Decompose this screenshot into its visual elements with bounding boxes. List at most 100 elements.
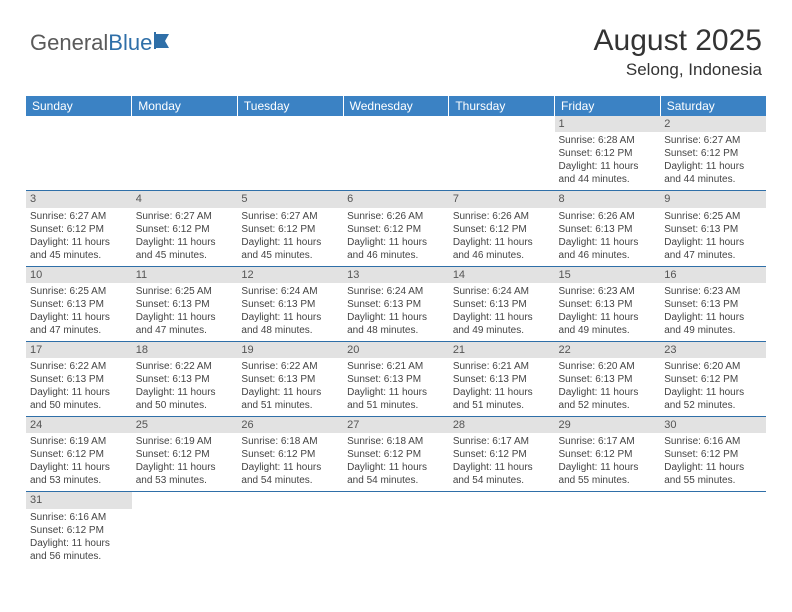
day-number: 1 [555,116,661,132]
calendar-day: 26Sunrise: 6:18 AMSunset: 6:12 PMDayligh… [237,417,343,492]
day-number: 19 [237,342,343,358]
day-number: 14 [449,267,555,283]
day-info: Sunrise: 6:17 AMSunset: 6:12 PMDaylight:… [453,435,551,487]
day-number: 30 [660,417,766,433]
calendar-day: 11 Sunrise: 6:25 AMSunset: 6:13 PMDayligh… [132,266,238,341]
day-info: Sunrise: 6:26 AMSunset: 6:13 PMDaylight:… [559,210,657,262]
calendar-day: 13 Sunrise: 6:24 AMSunset: 6:13 PMDayligh… [343,266,449,341]
day-number: 21 [449,342,555,358]
day-info: Sunrise: 6:22 AMSunset: 6:13 PMDaylight:… [30,360,128,412]
calendar-week: 24Sunrise: 6:19 AMSunset: 6:12 PMDayligh… [26,417,766,492]
day-number: 17 [26,342,132,358]
calendar-empty [449,492,555,567]
day-info: Sunrise: 6:27 AMSunset: 6:12 PMDaylight:… [241,210,339,262]
day-info: Sunrise: 6:22 AMSunset: 6:13 PMDaylight:… [241,360,339,412]
day-info: Sunrise: 6:27 AMSunset: 6:12 PMDaylight:… [136,210,234,262]
weekday-header: Monday [132,96,238,116]
calendar-day: 28 Sunrise: 6:17 AMSunset: 6:12 PMDayligh… [449,417,555,492]
day-number: 18 [132,342,238,358]
day-number: 23 [660,342,766,358]
day-number: 22 [555,342,661,358]
calendar-day: 3 Sunrise: 6:27 AMSunset: 6:12 PMDaylight… [26,191,132,266]
calendar-day: 1 Sunrise: 6:28 AMSunset: 6:12 PMDaylight… [555,116,661,191]
calendar-empty [660,492,766,567]
day-info: Sunrise: 6:26 AMSunset: 6:12 PMDaylight:… [453,210,551,262]
day-info: Sunrise: 6:16 AMSunset: 6:12 PMDaylight:… [30,511,128,563]
day-info: Sunrise: 6:24 AMSunset: 6:13 PMDaylight:… [241,285,339,337]
day-info: Sunrise: 6:21 AMSunset: 6:13 PMDaylight:… [347,360,445,412]
calendar-day: 16Sunrise: 6:23 AMSunset: 6:13 PMDayligh… [660,266,766,341]
calendar-day: 20Sunrise: 6:21 AMSunset: 6:13 PMDayligh… [343,341,449,416]
day-info: Sunrise: 6:23 AMSunset: 6:13 PMDaylight:… [664,285,762,337]
day-info: Sunrise: 6:23 AMSunset: 6:13 PMDaylight:… [559,285,657,337]
day-number: 29 [555,417,661,433]
weekday-header: Saturday [660,96,766,116]
day-info: Sunrise: 6:18 AMSunset: 6:12 PMDaylight:… [347,435,445,487]
day-number: 31 [26,492,132,508]
calendar-empty [237,492,343,567]
day-number: 28 [449,417,555,433]
calendar-day: 14Sunrise: 6:24 AMSunset: 6:13 PMDayligh… [449,266,555,341]
day-number: 9 [660,191,766,207]
month-title: August 2025 [594,24,762,58]
day-number: 15 [555,267,661,283]
calendar-day: 2Sunrise: 6:27 AMSunset: 6:12 PMDaylight… [660,116,766,191]
calendar-day: 9 Sunrise: 6:25 AMSunset: 6:13 PMDaylight… [660,191,766,266]
calendar-week: 31 Sunrise: 6:16 AMSunset: 6:12 PMDayligh… [26,492,766,567]
weekday-header: Sunday [26,96,132,116]
day-info: Sunrise: 6:26 AMSunset: 6:12 PMDaylight:… [347,210,445,262]
day-info: Sunrise: 6:20 AMSunset: 6:12 PMDaylight:… [664,360,762,412]
day-number: 6 [343,191,449,207]
day-number: 7 [449,191,555,207]
calendar-empty [237,116,343,191]
day-info: Sunrise: 6:19 AMSunset: 6:12 PMDaylight:… [136,435,234,487]
day-number: 2 [660,116,766,132]
day-number: 13 [343,267,449,283]
calendar-empty [132,116,238,191]
day-number: 3 [26,191,132,207]
calendar-day: 29 Sunrise: 6:17 AMSunset: 6:12 PMDayligh… [555,417,661,492]
day-info: Sunrise: 6:19 AMSunset: 6:12 PMDaylight:… [30,435,128,487]
day-info: Sunrise: 6:28 AMSunset: 6:12 PMDaylight:… [559,134,657,186]
day-info: Sunrise: 6:16 AMSunset: 6:12 PMDaylight:… [664,435,762,487]
day-info: Sunrise: 6:22 AMSunset: 6:13 PMDaylight:… [136,360,234,412]
calendar-day: 30 Sunrise: 6:16 AMSunset: 6:12 PMDayligh… [660,417,766,492]
calendar-empty [132,492,238,567]
calendar-day: 27Sunrise: 6:18 AMSunset: 6:12 PMDayligh… [343,417,449,492]
calendar-day: 24 Sunrise: 6:19 AMSunset: 6:12 PMDayligh… [26,417,132,492]
day-info: Sunrise: 6:27 AMSunset: 6:12 PMDaylight:… [30,210,128,262]
calendar-day: 12Sunrise: 6:24 AMSunset: 6:13 PMDayligh… [237,266,343,341]
day-number: 25 [132,417,238,433]
calendar-day: 22 Sunrise: 6:20 AMSunset: 6:13 PMDayligh… [555,341,661,416]
calendar-empty [26,116,132,191]
day-info: Sunrise: 6:25 AMSunset: 6:13 PMDaylight:… [30,285,128,337]
location: Selong, Indonesia [594,60,762,80]
calendar-empty [343,116,449,191]
day-number: 5 [237,191,343,207]
day-info: Sunrise: 6:17 AMSunset: 6:12 PMDaylight:… [559,435,657,487]
day-info: Sunrise: 6:24 AMSunset: 6:13 PMDaylight:… [347,285,445,337]
weekday-header: Tuesday [237,96,343,116]
day-info: Sunrise: 6:20 AMSunset: 6:13 PMDaylight:… [559,360,657,412]
day-info: Sunrise: 6:25 AMSunset: 6:13 PMDaylight:… [136,285,234,337]
calendar-week: 17Sunrise: 6:22 AMSunset: 6:13 PMDayligh… [26,341,766,416]
calendar-empty [449,116,555,191]
calendar-day: 5 Sunrise: 6:27 AMSunset: 6:12 PMDaylight… [237,191,343,266]
weekday-header: Thursday [449,96,555,116]
calendar-day: 23 Sunrise: 6:20 AMSunset: 6:12 PMDayligh… [660,341,766,416]
calendar-week: 1 Sunrise: 6:28 AMSunset: 6:12 PMDaylight… [26,116,766,191]
calendar-day: 31 Sunrise: 6:16 AMSunset: 6:12 PMDayligh… [26,492,132,567]
title-block: August 2025 Selong, Indonesia [594,24,762,80]
day-number: 11 [132,267,238,283]
calendar-day: 6 Sunrise: 6:26 AMSunset: 6:12 PMDaylight… [343,191,449,266]
calendar-day: 8Sunrise: 6:26 AMSunset: 6:13 PMDaylight… [555,191,661,266]
weekday-header: Wednesday [343,96,449,116]
brand-logo: GeneralBlue [30,30,180,56]
day-info: Sunrise: 6:21 AMSunset: 6:13 PMDaylight:… [453,360,551,412]
day-number: 10 [26,267,132,283]
calendar-day: 18 Sunrise: 6:22 AMSunset: 6:13 PMDayligh… [132,341,238,416]
day-number: 24 [26,417,132,433]
day-info: Sunrise: 6:25 AMSunset: 6:13 PMDaylight:… [664,210,762,262]
calendar-empty [555,492,661,567]
day-number: 26 [237,417,343,433]
